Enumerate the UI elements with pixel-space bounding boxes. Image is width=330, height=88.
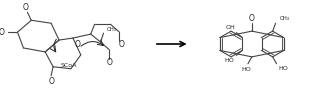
Text: HO: HO bbox=[224, 58, 234, 63]
Text: O: O bbox=[75, 40, 81, 49]
Text: O: O bbox=[22, 3, 28, 12]
Text: O: O bbox=[0, 28, 5, 37]
Text: HO: HO bbox=[241, 67, 251, 72]
Text: CH₃: CH₃ bbox=[107, 27, 116, 32]
Text: CH₃: CH₃ bbox=[280, 16, 290, 21]
Text: HO: HO bbox=[279, 66, 288, 71]
Text: O: O bbox=[118, 40, 124, 49]
Text: O: O bbox=[48, 77, 54, 86]
Text: SCoA: SCoA bbox=[61, 63, 78, 68]
Text: OH: OH bbox=[225, 25, 235, 30]
Text: O: O bbox=[107, 58, 113, 67]
Text: O: O bbox=[249, 14, 255, 23]
